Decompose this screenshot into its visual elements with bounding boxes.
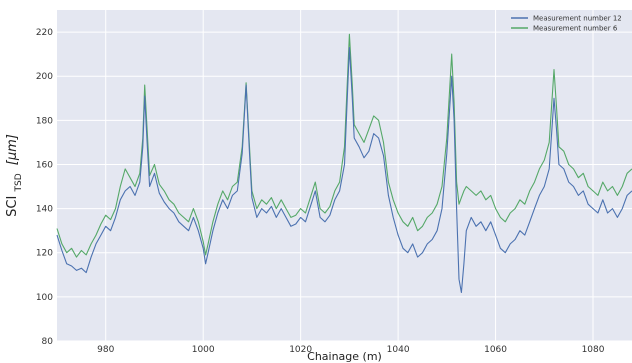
series-lines	[56, 33, 632, 294]
series-line-measurement-number-12	[56, 46, 632, 294]
x-tick-label: 1080	[582, 345, 605, 355]
y-axis-label: SCI TSD [μm]	[5, 134, 24, 217]
tick-labels: 980 1000 1020 1040 1060 1080 80 100 120 140 160 180…	[36, 28, 605, 355]
x-axis-label: Chainage (m)	[307, 350, 382, 363]
x-tick-label: 1040	[387, 345, 410, 355]
y-tick-label: 180	[36, 116, 53, 126]
y-axis-label-subscript: TSD	[14, 173, 24, 192]
x-tick-label: 1000	[192, 345, 215, 355]
y-tick-label: 200	[36, 72, 53, 82]
x-tick-label: 1020	[289, 345, 312, 355]
legend-label-measurement-12: Measurement number 12	[533, 15, 622, 23]
y-axis-label-main: SCI	[5, 196, 20, 217]
y-tick-label: 220	[36, 28, 53, 38]
x-tick-label: 980	[97, 345, 114, 355]
grid	[57, 10, 632, 342]
y-tick-label: 100	[36, 293, 53, 303]
y-tick-label: 140	[36, 205, 53, 215]
y-tick-label: 160	[36, 160, 53, 170]
series-line-measurement-number-6	[56, 33, 632, 258]
legend: Measurement number 12 Measurement number…	[511, 15, 622, 33]
legend-label-measurement-6: Measurement number 6	[533, 25, 618, 33]
y-tick-label: 120	[36, 249, 53, 259]
y-tick-label: 80	[42, 337, 54, 347]
plot-background	[57, 10, 632, 341]
y-axis-label-unit: [μm]	[5, 134, 20, 165]
x-tick-label: 1060	[484, 345, 507, 355]
